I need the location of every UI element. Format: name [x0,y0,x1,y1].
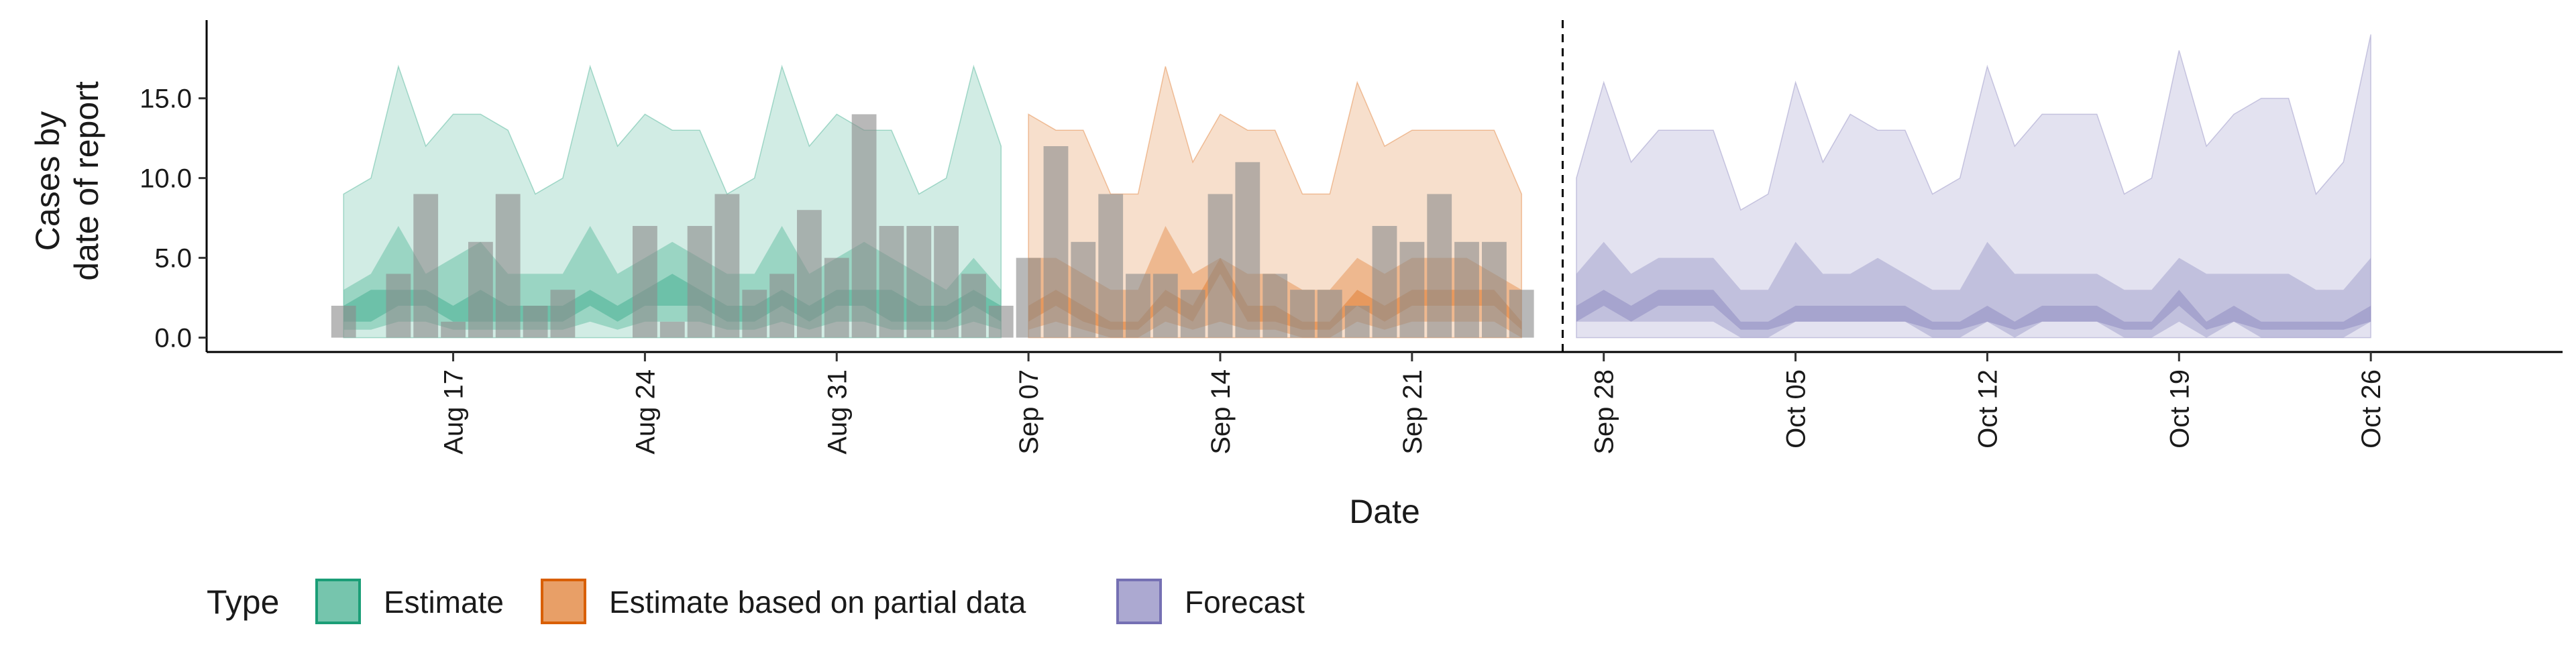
axes: 0.0 5.0 10.0 15.0 Aug 17 Aug 24 Aug 31 Sep 07 Se… [29,20,2563,530]
reported-cases-bar [934,226,959,338]
reported-cases-bar [879,226,904,338]
legend-label-estimate: Estimate [384,585,504,620]
x-tick-label: Sep 28 [1590,369,1619,455]
plot-area [331,20,2371,352]
reported-cases-bar [550,290,576,338]
x-axis-title: Date [1349,493,1420,530]
reported-cases-bar [1071,241,1096,338]
x-tick-label: Oct 19 [2165,369,2194,449]
legend: Type Estimate Estimate based on partial da… [207,579,1305,624]
y-axis-title-line: Cases by [29,111,66,251]
reported-cases-bar [495,194,521,338]
y-tick-label: 5.0 [154,244,192,274]
y-tick-label: 15.0 [140,84,192,114]
reported-cases-bar [1427,194,1452,338]
legend-title: Type [207,583,279,621]
reported-cases-bar [1454,241,1479,338]
reported-cases-bar [851,114,877,338]
legend-label-partial: Estimate based on partial data [609,585,1026,620]
x-tick-label: Oct 05 [1782,369,1811,449]
x-tick-label: Oct 26 [2357,369,2386,449]
legend-swatch-estimate [315,579,361,624]
reported-cases-bar [906,226,932,338]
reported-cases-bar [1372,226,1397,338]
legend-swatch-partial [541,579,586,624]
reported-cases-bar [1344,306,1370,338]
reported-cases-bar [1180,290,1205,338]
reported-cases-bar [1043,146,1069,338]
reported-cases-bar [441,321,466,338]
reported-cases-bar [386,274,411,338]
reported-cases-bar [687,226,712,338]
reported-cases-bar [769,274,794,338]
reported-cases-bar [1399,241,1425,338]
reported-cases-bar [1208,194,1233,338]
reported-cases-bar [1235,162,1260,338]
x-tick-label: Sep 14 [1206,369,1236,455]
y-tick-label: 0.0 [154,324,192,353]
reported-cases-bar [1126,274,1150,338]
reported-cases-bar [1263,274,1288,338]
x-tick-label: Sep 07 [1014,369,1044,455]
reported-cases-bar [468,241,493,338]
x-tick-label: Aug 17 [439,369,469,455]
forecast-band-90 [1576,34,2371,339]
reported-cases-bar [742,290,767,338]
reported-cases-bar [797,210,822,338]
x-tick-label: Sep 21 [1398,369,1428,455]
reported-cases-bar [1317,290,1342,338]
forecast-band-20 [1576,290,2371,330]
reported-cases-bar [633,226,657,338]
reported-cases-bar [988,306,1014,338]
reported-cases-bar [1482,241,1507,338]
reported-cases-bar [413,194,439,338]
forecast-band-50 [1576,241,2371,338]
reported-cases-bar [714,194,740,338]
reported-cases-bar [1098,194,1124,338]
reported-cases-bar [523,306,548,338]
y-axis-title-line: date of report [68,81,105,281]
reported-cases-bar [1509,290,1534,338]
legend-label-forecast: Forecast [1185,585,1305,620]
reported-cases-bar [659,321,685,338]
x-tick-label: Aug 24 [631,369,660,455]
reported-cases-bar [331,306,356,338]
reported-cases-bar [1290,290,1315,338]
reported-cases-bar [961,274,986,338]
reported-cases-bar [1152,274,1178,338]
y-tick-label: 10.0 [140,164,192,194]
legend-swatch-forecast [1116,579,1162,624]
partial-band-20 [1028,257,1522,330]
x-tick-label: Aug 31 [822,369,852,455]
x-tick-label: Oct 12 [1973,369,2002,449]
reported-cases-bar [1016,257,1041,338]
y-axis-title: Cases bydate of report [29,81,105,281]
reported-cases-bar [824,257,849,338]
